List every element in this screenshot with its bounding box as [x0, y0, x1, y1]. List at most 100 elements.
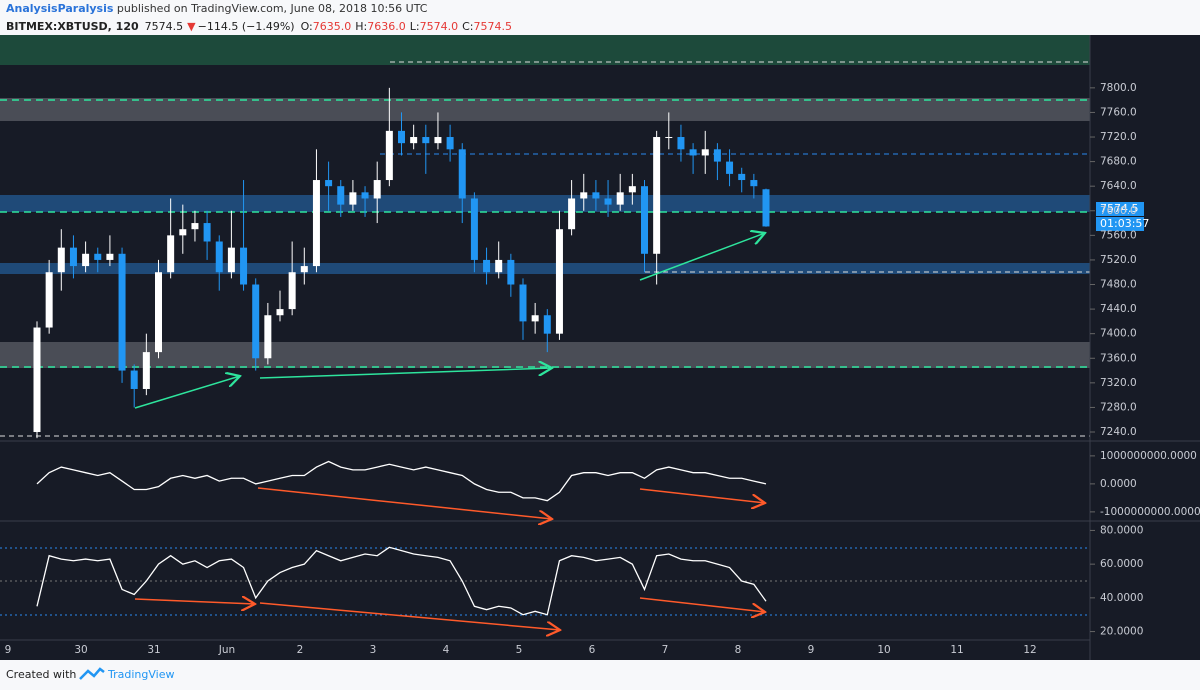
candle-body — [33, 327, 41, 433]
candle-body — [300, 266, 308, 273]
candle-body — [689, 149, 697, 156]
header: AnalysisParalysis published on TradingVi… — [6, 2, 428, 15]
candle-body — [665, 137, 673, 139]
footer-bg — [0, 660, 1200, 690]
ohlc-value: 7635.0 — [313, 20, 352, 33]
candle-body — [398, 130, 405, 144]
candle-body — [604, 198, 612, 205]
arrow — [134, 376, 240, 409]
y-tick-label: 7360.0 — [1100, 352, 1137, 364]
candle-body — [555, 229, 563, 334]
y-tick-label: 1000000000.0000 — [1100, 450, 1197, 462]
x-tick-label: Jun — [218, 644, 235, 656]
y-tick-label: 7400.0 — [1100, 328, 1137, 340]
candle-body — [191, 223, 199, 230]
x-tick-label: 4 — [443, 644, 450, 656]
candle-body — [641, 186, 648, 254]
candle-body — [57, 247, 65, 273]
candle-body — [252, 284, 260, 359]
x-tick-label: 7 — [662, 644, 669, 656]
arrow — [134, 599, 255, 604]
legend: BITMEX:XBTUSD, 120 7574.5 ▼ −114.5 (−1.49%)… — [6, 20, 512, 33]
zone — [0, 35, 1090, 65]
arrow — [257, 487, 552, 519]
last: 7574.5 — [145, 20, 184, 33]
candle-body — [410, 137, 418, 144]
arrow — [639, 488, 765, 503]
y-tick-label: 7760.0 — [1100, 106, 1137, 118]
candle-body — [385, 130, 393, 181]
y-tick-label: 7440.0 — [1100, 303, 1137, 315]
arrow — [259, 602, 560, 630]
zone — [0, 195, 1090, 212]
arrow — [639, 597, 765, 612]
footer-text: Created with — [6, 668, 76, 681]
candle-body — [422, 137, 430, 144]
candle-body — [142, 352, 150, 389]
x-tick-label: 31 — [147, 644, 160, 656]
arrow: ▼ — [187, 20, 196, 33]
candle-body — [94, 253, 102, 260]
y-tick-label: 7520.0 — [1100, 254, 1137, 266]
candle-body — [106, 253, 114, 260]
logo — [79, 667, 105, 680]
x-tick-label: 10 — [877, 644, 890, 656]
ohlc-key: C: — [462, 20, 473, 33]
x-tick-label: 11 — [950, 644, 963, 656]
candle-body — [240, 247, 248, 285]
candle-body — [750, 180, 758, 187]
candle-body — [616, 192, 624, 205]
candle-body — [738, 173, 746, 181]
candle-body — [543, 315, 551, 334]
x-tick-label: 2 — [297, 644, 304, 656]
zone — [0, 342, 1090, 368]
candle-body — [592, 192, 600, 199]
candle-body — [325, 180, 333, 187]
candle-body — [483, 259, 491, 273]
y-tick-label: 7320.0 — [1100, 377, 1137, 389]
candle-body — [349, 192, 357, 205]
y-tick-label: 40.0000 — [1100, 592, 1143, 604]
ohlc-value: 7636.0 — [367, 20, 406, 33]
y-tick-label: 7640.0 — [1100, 180, 1137, 192]
candle-body — [264, 315, 272, 359]
x-tick-label: 9 — [808, 644, 815, 656]
candle-body — [288, 272, 296, 310]
candle-body — [337, 186, 345, 205]
candle-body — [167, 235, 175, 273]
y-tick-label: 60.0000 — [1100, 558, 1143, 570]
candle-body — [69, 247, 77, 267]
candle-body — [446, 137, 454, 150]
candle-body — [568, 198, 576, 230]
candle-body — [580, 192, 588, 199]
candle-body — [434, 137, 442, 144]
zone — [0, 98, 1090, 121]
candle-body — [677, 137, 685, 150]
footer-brand[interactable]: TradingView — [107, 668, 174, 681]
y-tick-label: 20.0000 — [1100, 626, 1143, 638]
x-tick-label: 3 — [370, 644, 377, 656]
candle-body — [726, 161, 734, 174]
x-tick-label: 5 — [516, 644, 523, 656]
zone — [0, 263, 1090, 274]
candle-body — [373, 180, 381, 199]
candle-body — [82, 253, 90, 267]
y-tick-label: 7680.0 — [1100, 156, 1137, 168]
header-text: published on TradingView.com, June 08, 2… — [113, 2, 427, 15]
countdown-marker — [1096, 217, 1144, 231]
y-tick-label: 7560.0 — [1100, 229, 1137, 241]
x-tick-label: 9 — [5, 644, 12, 656]
x-tick-label: 30 — [74, 644, 87, 656]
candle-body — [628, 186, 636, 193]
candle-body — [155, 272, 162, 353]
x-tick-label: 8 — [735, 644, 742, 656]
ohlc: O:7635.0 H:7636.0 L:7574.0 C:7574.5 — [301, 20, 512, 33]
change: −114.5 (−1.49%) — [198, 20, 295, 33]
indicator-line — [36, 546, 767, 616]
y-tick-label: 7480.0 — [1100, 279, 1137, 291]
candle-body — [495, 259, 503, 273]
author[interactable]: AnalysisParalysis — [6, 2, 114, 15]
symbol: BITMEX:XBTUSD, 120 — [6, 20, 139, 33]
candle-body — [519, 284, 527, 322]
